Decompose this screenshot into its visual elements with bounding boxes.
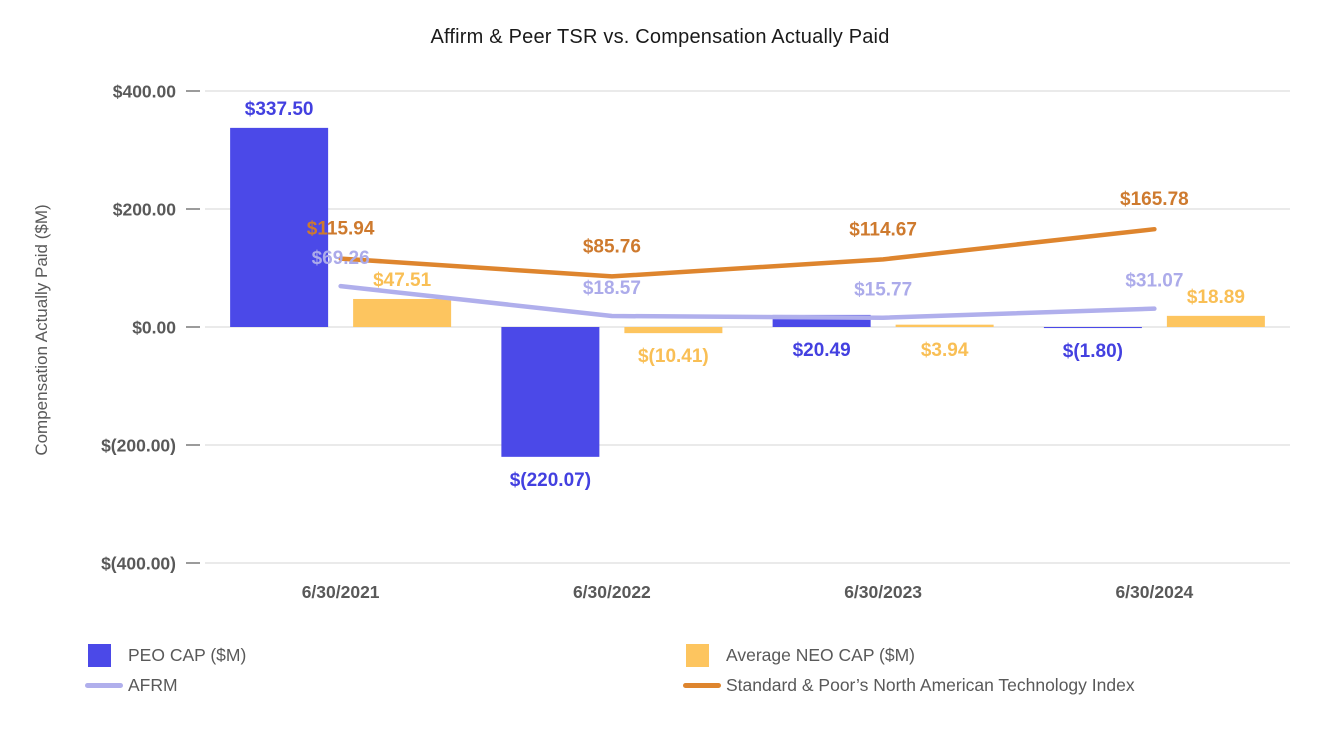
legend-label-sp-index: Standard & Poor’s North American Technol… [726, 674, 1135, 695]
x-tick-label: 6/30/2022 [573, 582, 651, 602]
bar-data-label: $(1.80) [1063, 341, 1123, 362]
legend-column-right: Average NEO CAP ($M) Standard & Poor’s N… [683, 640, 1135, 700]
y-axis-title: Compensation Actually Paid ($M) [32, 204, 51, 455]
x-tick-label: 6/30/2021 [302, 582, 380, 602]
bar-neo-cap-0 [353, 298, 452, 327]
line-data-label: $85.76 [583, 236, 641, 257]
y-tick-label: $(400.00) [101, 554, 176, 574]
bar-neo-cap-2 [895, 324, 994, 327]
line-data-label: $69.26 [312, 248, 370, 269]
sp-index-line-swatch [683, 682, 721, 688]
neo-cap-swatch [686, 643, 709, 667]
bar-data-label: $3.94 [921, 340, 969, 361]
bar-neo-cap-1 [624, 327, 723, 334]
sp-index-line [338, 226, 1157, 279]
line-data-label: $115.94 [307, 219, 375, 240]
bar-peo-cap-1 [501, 327, 600, 457]
legend-item-neo-cap: Average NEO CAP ($M) [683, 640, 1135, 670]
chart-title: Affirm & Peer TSR vs. Compensation Actua… [430, 26, 890, 48]
swatch-cell [85, 682, 128, 688]
legend-column-left: PEO CAP ($M) AFRM [85, 640, 246, 700]
afrm-line [338, 283, 1157, 320]
bar-data-label: $20.49 [793, 340, 851, 361]
bar-data-label: $(220.07) [510, 470, 591, 491]
x-tick-label: 6/30/2024 [1115, 582, 1193, 602]
legend-item-sp-index: Standard & Poor’s North American Technol… [683, 670, 1135, 700]
bar-neo-cap-3 [1166, 315, 1265, 327]
swatch-cell [683, 682, 726, 688]
y-tick-label: $400.00 [113, 82, 177, 102]
legend-label-neo-cap: Average NEO CAP ($M) [726, 644, 916, 665]
bar-data-label: $18.89 [1187, 287, 1245, 308]
x-tick-label: 6/30/2023 [844, 582, 922, 602]
swatch-cell [683, 643, 726, 667]
legend-label-afrm: AFRM [128, 674, 178, 695]
bar-data-label: $337.50 [245, 99, 314, 120]
line-data-label: $31.07 [1125, 271, 1183, 292]
bar-data-label: $47.51 [373, 270, 432, 291]
y-tick-label: $200.00 [113, 200, 177, 220]
legend-item-afrm: AFRM [85, 670, 246, 700]
bar-peo-cap-3 [1043, 327, 1142, 329]
swatch-cell [85, 643, 128, 667]
y-tick-label: $(200.00) [101, 436, 176, 456]
bar-data-label: $(10.41) [638, 346, 709, 367]
y-tick-label: $0.00 [132, 318, 176, 338]
bar-peo-cap-0 [230, 127, 329, 327]
chart-legend: PEO CAP ($M) AFRM Average NEO CAP ($M) [0, 640, 1320, 710]
line-data-label: $15.77 [854, 280, 912, 301]
legend-label-peo-cap: PEO CAP ($M) [128, 644, 247, 665]
peo-cap-swatch [88, 643, 111, 667]
afrm-line-swatch [85, 682, 123, 688]
line-data-label: $165.78 [1120, 189, 1189, 210]
legend-item-peo-cap: PEO CAP ($M) [85, 640, 246, 670]
line-data-label: $114.67 [849, 219, 917, 240]
line-data-label: $18.57 [583, 278, 641, 299]
tsr-vs-cap-chart: $400.00 $200.00 $0.00 $(200.00) $(400.00) $33… [32, 82, 1290, 602]
